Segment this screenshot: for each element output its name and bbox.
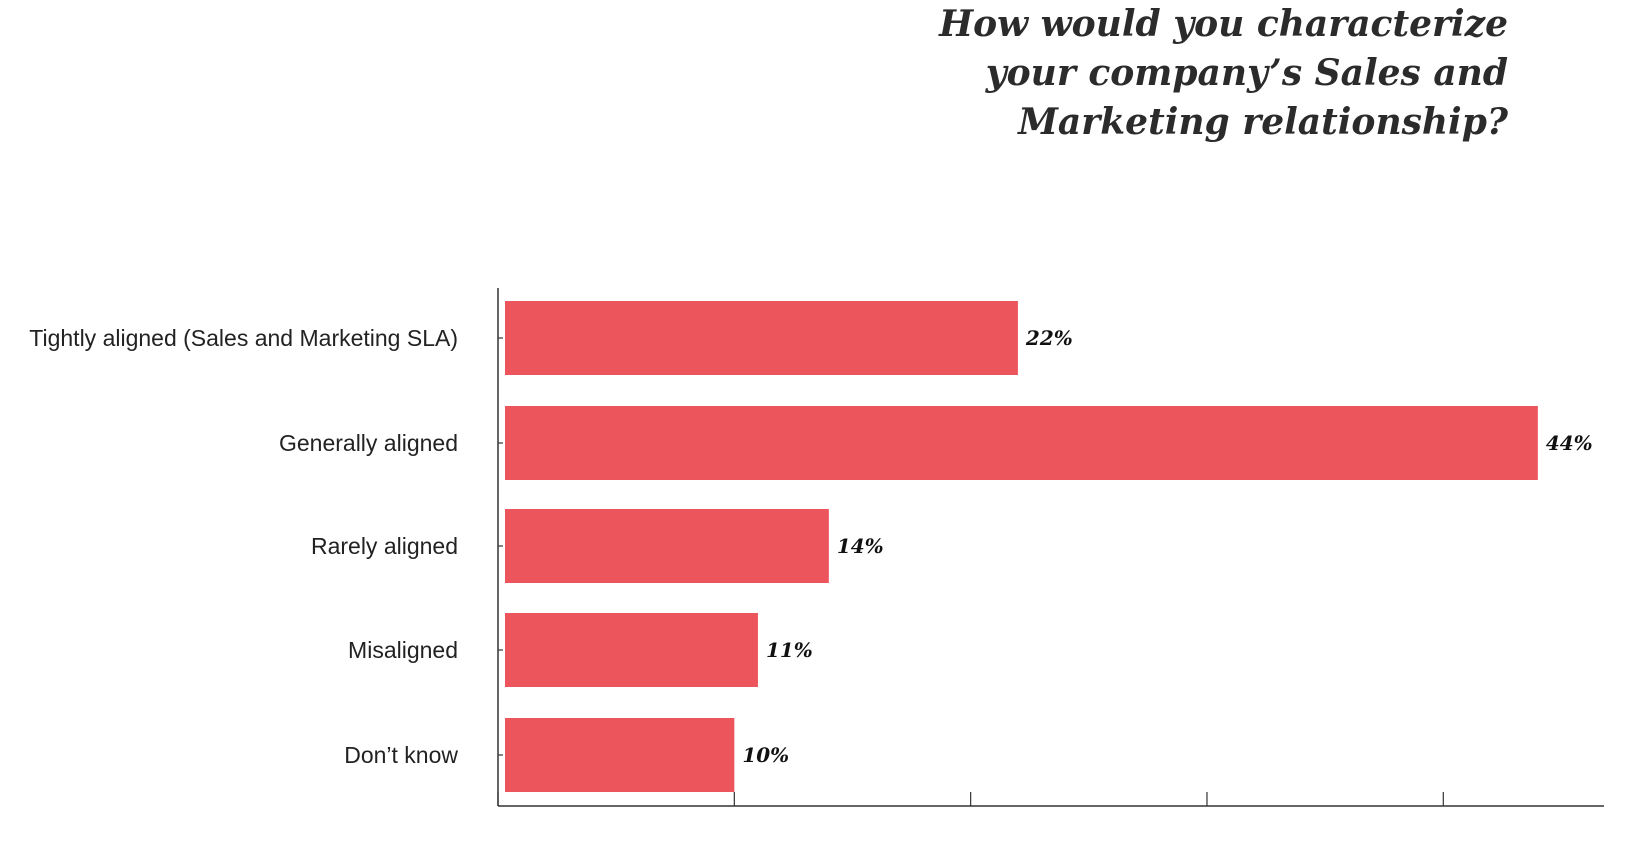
category-label-3: Misaligned xyxy=(348,637,458,663)
chart-title: How would you characterize your company’… xyxy=(808,0,1508,147)
category-label-4: Don’t know xyxy=(344,742,458,768)
chart-title-line-3: Marketing relationship? xyxy=(1018,101,1508,143)
bar-4 xyxy=(505,718,735,792)
axes-group xyxy=(497,288,1604,807)
value-label-1: 44% xyxy=(1546,431,1593,455)
value-label-2: 14% xyxy=(837,534,884,558)
category-label-0: Tightly aligned (Sales and Marketing SLA… xyxy=(29,325,458,351)
bar-1 xyxy=(505,406,1538,480)
value-label-0: 22% xyxy=(1025,326,1073,350)
bar-3 xyxy=(505,613,758,687)
chart-title-line-2: your company’s Sales and xyxy=(985,52,1508,94)
value-label-4: 10% xyxy=(742,743,789,767)
bar-2 xyxy=(505,509,829,583)
chart-title-line-1: How would you characterize xyxy=(939,3,1508,45)
category-label-2: Rarely aligned xyxy=(311,533,458,559)
category-label-1: Generally aligned xyxy=(279,430,458,456)
bar-0 xyxy=(505,301,1018,375)
value-label-3: 11% xyxy=(766,638,813,662)
labels-group: Tightly aligned (Sales and Marketing SLA… xyxy=(29,325,1592,768)
bars-group xyxy=(505,301,1538,792)
